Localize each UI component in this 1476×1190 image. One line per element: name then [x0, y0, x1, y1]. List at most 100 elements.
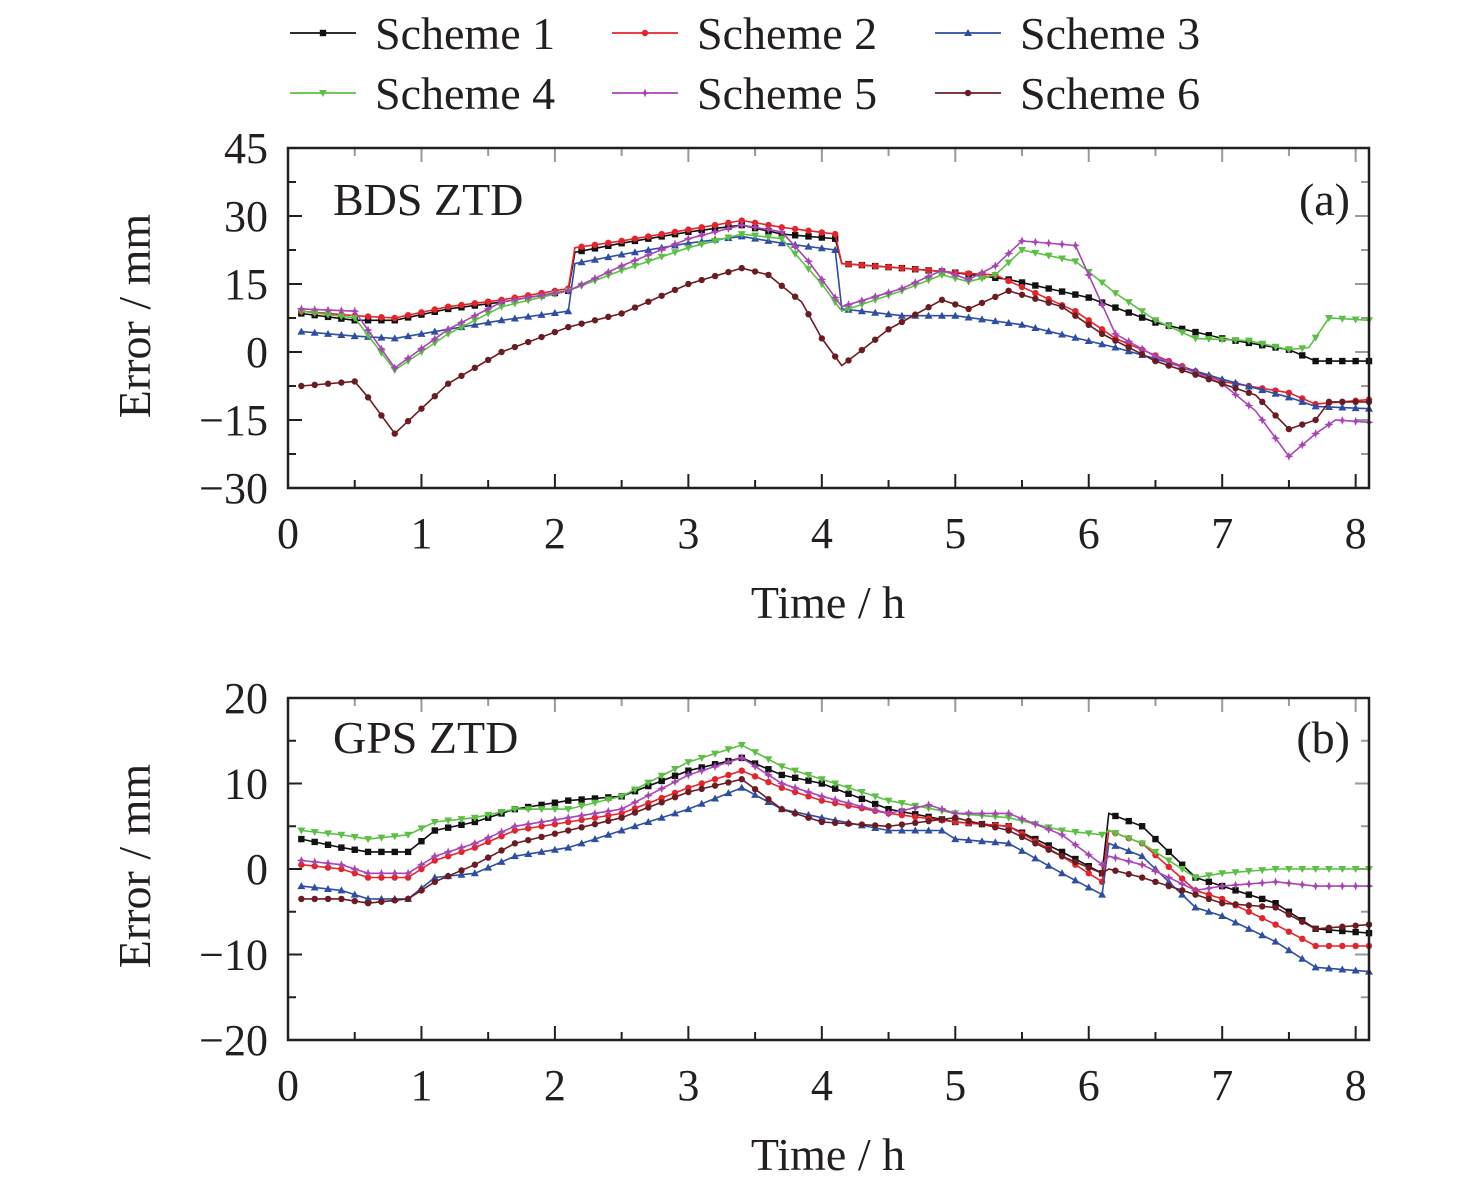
- data-point-scheme-5: [1057, 239, 1067, 249]
- data-point-scheme-1: [378, 848, 385, 856]
- data-point-scheme-6: [1339, 398, 1346, 406]
- data-point-scheme-3: [497, 857, 506, 865]
- data-point-scheme-6: [631, 304, 639, 311]
- data-point-scheme-1: [791, 232, 799, 239]
- data-point-scheme-6: [404, 895, 412, 903]
- data-point-scheme-5: [1124, 856, 1134, 866]
- data-point-scheme-6: [378, 898, 385, 905]
- data-point-scheme-6: [725, 268, 732, 276]
- data-point-scheme-6: [1125, 344, 1132, 351]
- data-point-scheme-2: [618, 237, 625, 245]
- data-point-scheme-3: [1124, 347, 1133, 355]
- data-point-scheme-5: [336, 860, 346, 870]
- data-point-scheme-3: [537, 310, 546, 318]
- data-point-scheme-6: [591, 317, 599, 324]
- data-point-scheme-6: [858, 346, 866, 354]
- data-point-scheme-2: [444, 303, 452, 310]
- legend-marker: [640, 88, 650, 98]
- data-point-scheme-5: [1337, 881, 1347, 891]
- data-point-scheme-4: [1164, 323, 1173, 331]
- data-point-scheme-6: [765, 795, 772, 803]
- data-point-scheme-5: [1311, 881, 1321, 891]
- data-point-scheme-1: [551, 799, 559, 806]
- data-point-scheme-3: [897, 826, 906, 834]
- data-point-scheme-3: [470, 320, 479, 328]
- data-point-scheme-6: [1205, 895, 1213, 903]
- data-point-scheme-2: [1098, 326, 1106, 333]
- data-point-scheme-4: [297, 827, 306, 835]
- data-point-scheme-3: [617, 826, 626, 834]
- data-point-scheme-5: [857, 802, 867, 812]
- data-point-scheme-5: [737, 220, 747, 230]
- data-point-scheme-5: [363, 868, 373, 878]
- data-point-scheme-2: [898, 811, 906, 819]
- data-point-scheme-4: [1204, 872, 1213, 880]
- legend-item-scheme-6: Scheme 6: [935, 68, 1200, 119]
- data-point-scheme-1: [578, 247, 585, 255]
- data-point-scheme-5: [1057, 830, 1067, 840]
- data-point-scheme-1: [1125, 309, 1132, 316]
- data-point-scheme-3: [577, 839, 586, 847]
- data-point-scheme-5: [737, 753, 747, 763]
- legend-marker: [964, 89, 972, 97]
- data-point-scheme-6: [831, 819, 839, 827]
- data-point-scheme-5: [1017, 236, 1027, 246]
- data-point-scheme-4: [711, 750, 720, 758]
- data-point-scheme-4: [617, 793, 626, 801]
- data-point-scheme-5: [1017, 814, 1027, 824]
- panel-b-x-axis-title: Time / h: [751, 1129, 905, 1180]
- data-point-scheme-5: [1177, 879, 1187, 889]
- data-point-scheme-5: [817, 791, 827, 801]
- data-point-scheme-3: [324, 884, 333, 892]
- data-point-scheme-5: [456, 843, 466, 853]
- x-tick-label: 2: [544, 1061, 566, 1110]
- data-point-scheme-4: [697, 754, 706, 762]
- data-point-scheme-6: [1285, 911, 1293, 918]
- data-point-scheme-5: [443, 324, 453, 334]
- data-point-scheme-4: [470, 814, 479, 822]
- data-point-scheme-5: [310, 305, 320, 314]
- series-scheme-4: [297, 231, 1373, 375]
- data-point-scheme-6: [1018, 291, 1026, 298]
- data-point-scheme-3: [991, 838, 1000, 846]
- data-point-scheme-5: [590, 808, 600, 818]
- data-point-scheme-3: [1324, 964, 1333, 972]
- data-point-scheme-3: [1031, 324, 1040, 332]
- data-point-scheme-5: [830, 795, 840, 805]
- data-point-scheme-2: [1032, 289, 1039, 297]
- data-point-scheme-3: [964, 836, 973, 844]
- data-point-scheme-4: [764, 234, 773, 242]
- y-tick-label: −20: [199, 1016, 268, 1065]
- data-point-scheme-4: [804, 265, 813, 273]
- series-scheme-5: [296, 220, 1374, 461]
- data-point-scheme-1: [1072, 291, 1079, 298]
- legend-item-scheme-3: Scheme 3: [935, 8, 1200, 59]
- data-point-scheme-5: [323, 858, 333, 868]
- data-point-scheme-1: [1152, 835, 1159, 843]
- data-point-scheme-4: [1218, 870, 1227, 878]
- data-point-scheme-2: [765, 221, 772, 229]
- y-tick-label: −15: [199, 396, 268, 445]
- data-point-scheme-3: [430, 327, 439, 335]
- data-point-scheme-3: [1111, 343, 1120, 351]
- data-point-scheme-5: [964, 808, 974, 818]
- data-point-scheme-4: [1084, 830, 1093, 838]
- legend-item-scheme-1: Scheme 1: [290, 8, 555, 59]
- data-point-scheme-1: [298, 835, 305, 843]
- data-point-scheme-1: [1058, 848, 1066, 856]
- data-point-scheme-3: [1231, 378, 1240, 386]
- data-point-scheme-6: [872, 336, 879, 343]
- data-point-scheme-3: [804, 242, 813, 250]
- data-point-scheme-4: [1324, 866, 1333, 873]
- data-point-scheme-6: [978, 820, 986, 828]
- data-point-scheme-5: [1004, 248, 1014, 258]
- data-point-scheme-4: [470, 317, 479, 325]
- data-point-scheme-4: [1151, 317, 1160, 325]
- data-point-scheme-6: [364, 900, 372, 907]
- data-point-scheme-6: [458, 372, 465, 379]
- data-point-scheme-6: [1072, 858, 1079, 866]
- data-point-scheme-3: [1178, 890, 1187, 898]
- data-point-scheme-3: [1244, 924, 1253, 932]
- data-point-scheme-5: [1164, 873, 1174, 883]
- data-point-scheme-2: [431, 306, 439, 313]
